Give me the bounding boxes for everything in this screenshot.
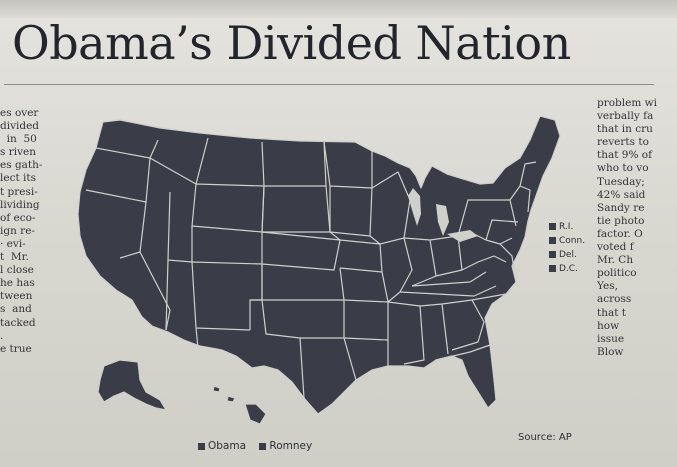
del-swatch-icon xyxy=(549,251,556,258)
legend-conn: Conn. xyxy=(549,236,585,246)
conn-swatch-icon xyxy=(549,237,556,244)
romney-swatch-icon xyxy=(259,443,266,450)
dc-swatch-icon xyxy=(549,265,556,272)
map-source: Source: AP xyxy=(518,432,572,443)
legend-obama: Obama xyxy=(198,440,246,452)
legend-ri: R.I. xyxy=(549,222,573,232)
alaska xyxy=(98,360,166,410)
hawaii xyxy=(213,386,266,424)
legend-romney: Romney xyxy=(259,440,312,452)
map-legend: Obama Romney xyxy=(198,440,322,452)
ri-swatch-icon xyxy=(549,223,556,230)
legend-del: Del. xyxy=(549,250,577,260)
obama-swatch-icon xyxy=(198,443,205,450)
legend-dc: D.C. xyxy=(549,264,578,274)
